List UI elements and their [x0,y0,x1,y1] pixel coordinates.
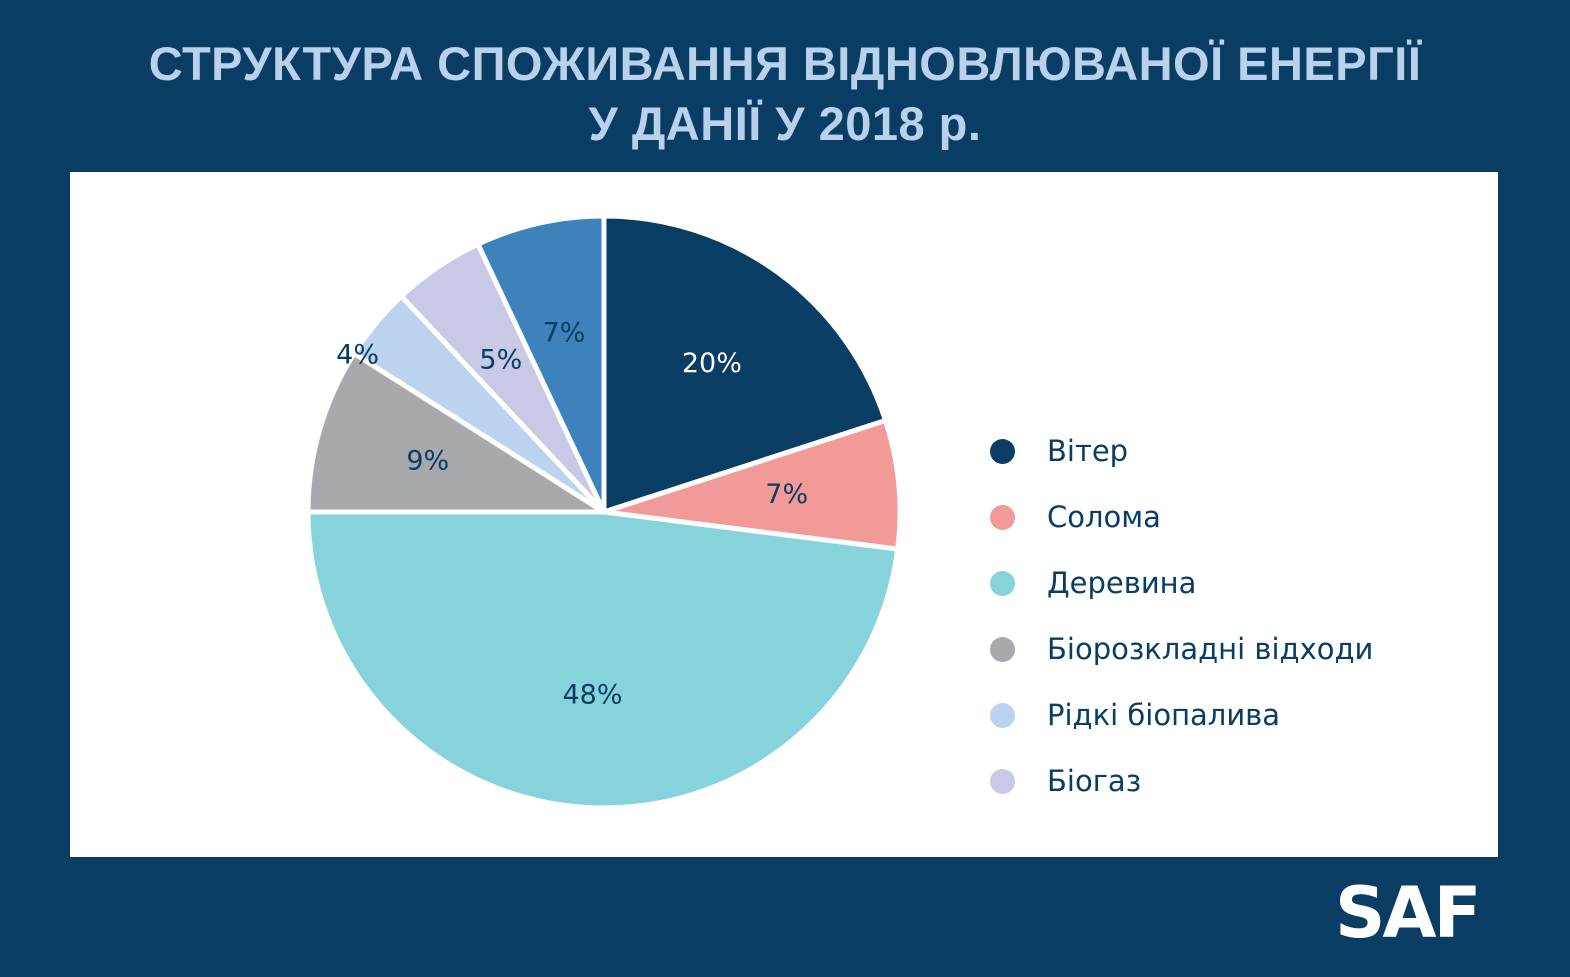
pie-data-label-3: 48% [562,680,622,711]
legend-swatch-3 [990,570,1015,596]
chart-legend: Вітер Солома Деревина Біорозкладні відходи Р… [990,418,1373,814]
pie-slice-1 [601,213,889,515]
pie-slice-3 [305,509,901,811]
legend-item-2: Солома [990,484,1373,550]
pie-data-label-5: 4% [336,340,379,371]
legend-item-1: Вітер [990,418,1373,484]
legend-label-3: Деревина [1047,566,1197,600]
chart-title: СТРУКТУРА СПОЖИВАННЯ ВІДНОВЛЮВАНОЇ ЕНЕРГ… [0,34,1570,154]
saf-logo: SAF [1335,872,1481,954]
legend-item-6: Біогаз [990,748,1373,814]
legend-swatch-6 [990,768,1015,794]
legend-item-3: Деревина [990,550,1373,616]
chart-title-line-2: У ДАНІЇ У 2018 р. [588,97,982,150]
legend-swatch-1 [990,438,1015,464]
pie-data-label-7: 7% [543,317,586,348]
legend-label-4: Біорозкладні відходи [1047,632,1374,666]
pie-chart: 20% 7% 48% 9% 4% 5% 7% [305,213,903,811]
chart-title-line-1: СТРУКТУРА СПОЖИВАННЯ ВІДНОВЛЮВАНОЇ ЕНЕРГ… [148,37,1422,90]
pie-slice-2 [601,418,903,552]
legend-label-5: Рідкі біопалива [1047,698,1281,732]
pie-data-label-1: 20% [682,348,742,379]
pie-data-label-6: 5% [479,345,522,376]
legend-swatch-5 [990,702,1015,728]
legend-label-6: Біогаз [1047,764,1142,798]
chart-panel: 20% 7% 48% 9% 4% 5% 7% Вітер Солома Деревина Біор… [70,172,1498,857]
pie-slice-7 [475,213,607,515]
legend-item-4: Біорозкладні відходи [990,616,1373,682]
legend-label-1: Вітер [1047,434,1129,468]
pie-slice-4 [305,350,607,515]
legend-swatch-2 [990,504,1015,530]
pie-data-label-2: 7% [765,479,808,510]
legend-swatch-4 [990,636,1015,662]
legend-item-5: Рідкі біопалива [990,682,1373,748]
legend-label-2: Солома [1047,500,1161,534]
pie-data-label-4: 9% [406,445,449,476]
